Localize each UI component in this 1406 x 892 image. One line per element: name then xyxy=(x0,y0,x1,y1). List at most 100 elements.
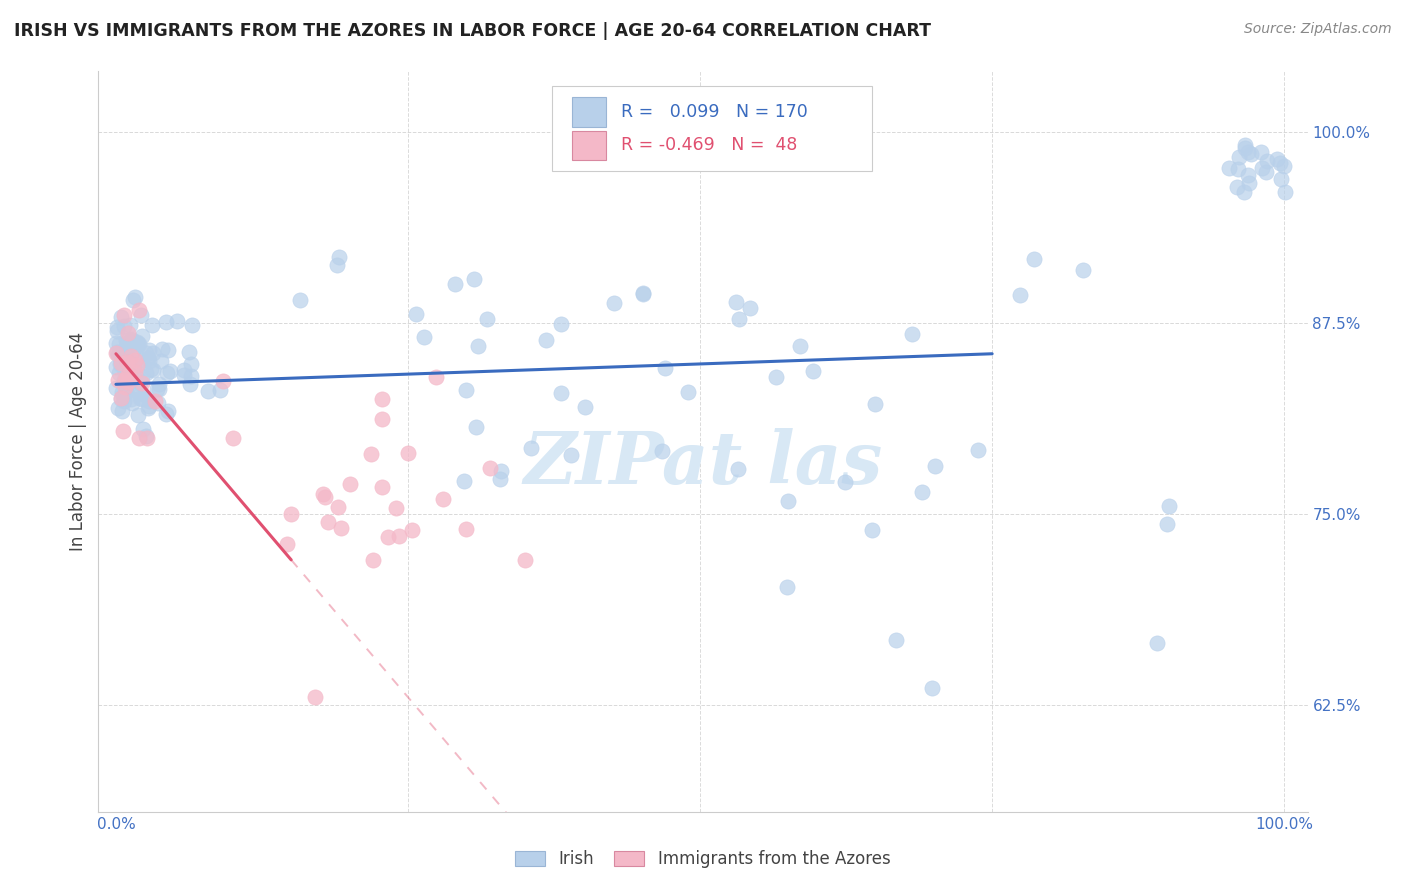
Point xyxy=(489,464,512,478)
Point xyxy=(127,335,149,350)
Point xyxy=(863,396,886,410)
Point xyxy=(432,491,454,506)
Point xyxy=(117,375,139,389)
Point xyxy=(150,342,173,356)
Point xyxy=(314,490,336,504)
Text: R =   0.099   N = 170: R = 0.099 N = 170 xyxy=(621,103,807,121)
Point xyxy=(108,366,131,380)
Point xyxy=(1234,141,1257,155)
Point xyxy=(181,318,204,332)
Point xyxy=(105,320,128,334)
Text: Source: ZipAtlas.com: Source: ZipAtlas.com xyxy=(1244,22,1392,37)
Point xyxy=(127,358,149,372)
Point xyxy=(128,431,150,445)
Point xyxy=(1008,287,1031,301)
Point xyxy=(128,386,150,401)
Point xyxy=(326,258,349,272)
Point xyxy=(120,392,142,406)
Point xyxy=(834,475,856,490)
Point xyxy=(115,376,138,390)
Point xyxy=(1156,516,1178,531)
Point xyxy=(105,381,128,395)
Point xyxy=(1268,155,1291,169)
Point xyxy=(138,354,160,368)
Point xyxy=(118,373,141,387)
Point xyxy=(330,521,353,535)
Point xyxy=(129,386,152,401)
Point xyxy=(1250,161,1272,175)
Point xyxy=(148,376,170,391)
Point xyxy=(107,401,129,416)
Point xyxy=(110,356,132,370)
Point xyxy=(463,272,485,286)
Point xyxy=(131,369,153,384)
Point xyxy=(155,407,177,421)
Point xyxy=(141,362,163,376)
Point xyxy=(136,351,159,365)
Point xyxy=(115,336,138,351)
Point xyxy=(1256,165,1278,179)
Point xyxy=(115,384,138,398)
Point xyxy=(377,530,399,544)
Point xyxy=(115,371,138,385)
Point xyxy=(110,310,132,325)
Point xyxy=(560,448,582,462)
Point xyxy=(1274,185,1296,199)
Point xyxy=(467,338,489,352)
Point xyxy=(124,353,146,368)
Point xyxy=(520,441,543,455)
Point xyxy=(112,354,135,368)
Point xyxy=(180,369,202,384)
Point xyxy=(536,334,558,348)
Point xyxy=(138,399,160,413)
Text: IRISH VS IMMIGRANTS FROM THE AZORES IN LABOR FORCE | AGE 20-64 CORRELATION CHART: IRISH VS IMMIGRANTS FROM THE AZORES IN L… xyxy=(14,22,931,40)
Point xyxy=(1240,147,1263,161)
Point xyxy=(138,343,160,357)
Point xyxy=(131,329,153,343)
Point xyxy=(173,363,195,377)
Point xyxy=(177,344,200,359)
Point xyxy=(1146,636,1168,650)
Point xyxy=(413,330,436,344)
Point xyxy=(1218,161,1240,175)
Point xyxy=(107,373,129,387)
Point xyxy=(465,420,488,434)
Point xyxy=(122,358,145,372)
Point xyxy=(478,461,501,475)
Point xyxy=(1272,159,1295,173)
Point xyxy=(111,404,134,418)
Point xyxy=(276,537,298,551)
Point xyxy=(118,374,141,388)
Point xyxy=(550,386,572,401)
Point xyxy=(371,412,394,426)
Point xyxy=(1250,145,1272,160)
Point xyxy=(128,303,150,318)
Point xyxy=(131,352,153,367)
Point xyxy=(112,373,135,387)
Point xyxy=(135,366,157,380)
Y-axis label: In Labor Force | Age 20-64: In Labor Force | Age 20-64 xyxy=(69,332,87,551)
Point xyxy=(115,348,138,362)
Point xyxy=(136,401,159,416)
Point xyxy=(789,339,811,353)
Point xyxy=(360,447,382,461)
Point xyxy=(211,375,233,389)
Point xyxy=(148,382,170,396)
Point xyxy=(966,442,988,457)
Point xyxy=(1233,185,1256,199)
Point xyxy=(405,307,427,321)
Point xyxy=(676,384,699,399)
Point xyxy=(146,396,169,410)
Point xyxy=(1022,252,1045,266)
Point xyxy=(114,352,136,367)
Point xyxy=(105,324,128,338)
Point xyxy=(166,314,188,328)
Point xyxy=(120,349,142,363)
Point xyxy=(125,374,148,388)
Point xyxy=(127,371,149,385)
Point xyxy=(456,522,478,536)
Point xyxy=(131,392,153,406)
FancyBboxPatch shape xyxy=(572,130,606,161)
Point xyxy=(180,357,202,371)
Point xyxy=(112,308,135,322)
